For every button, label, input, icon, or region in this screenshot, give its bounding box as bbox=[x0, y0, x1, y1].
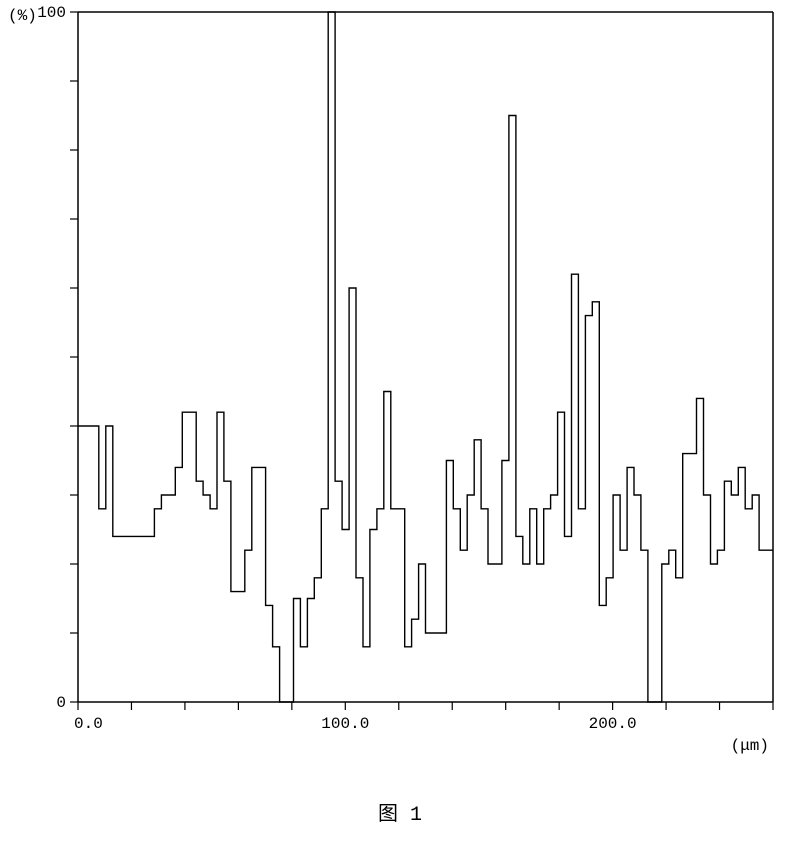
y-axis-label: (%) bbox=[8, 7, 37, 25]
x-tick-label: 0.0 bbox=[74, 715, 103, 733]
figure-caption: 图 1 bbox=[378, 803, 422, 827]
y-tick-label: 100 bbox=[37, 4, 66, 22]
x-tick-label: 200.0 bbox=[589, 715, 637, 733]
x-axis-label: (μm) bbox=[731, 737, 769, 755]
x-tick-label: 100.0 bbox=[321, 715, 369, 733]
chart-svg: 0 100 0.0 100.0 200.0 (%) (μm) 图 1 bbox=[0, 0, 800, 851]
y-tick-label: 0 bbox=[56, 694, 66, 712]
figure-container: 0 100 0.0 100.0 200.0 (%) (μm) 图 1 bbox=[0, 0, 800, 851]
